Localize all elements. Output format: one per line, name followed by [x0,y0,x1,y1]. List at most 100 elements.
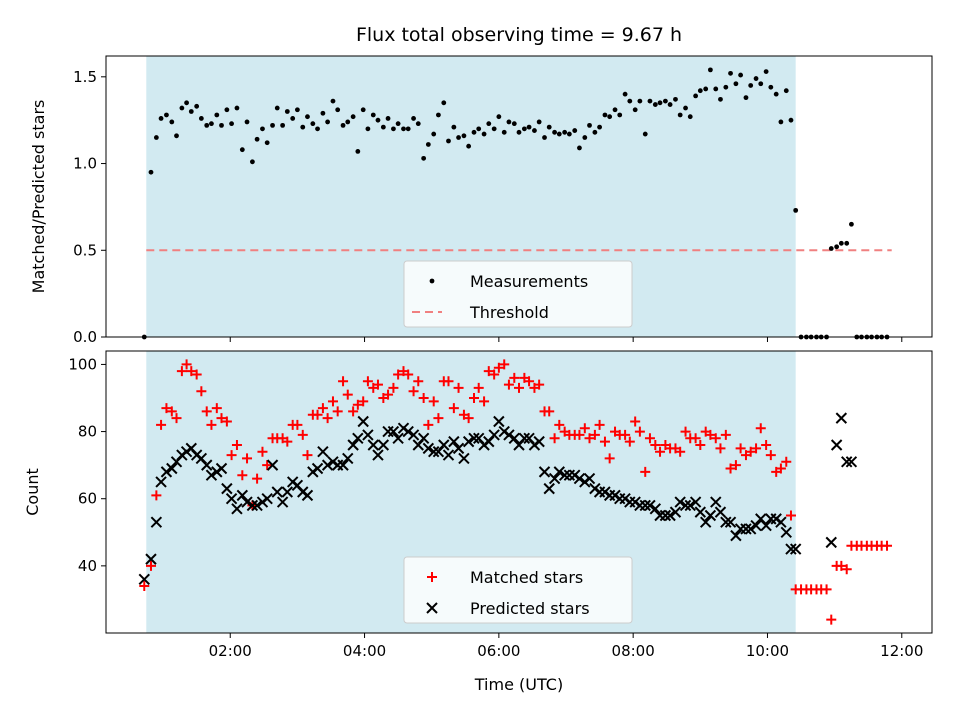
matched-star-marker [720,429,731,440]
measurement-point [849,221,854,227]
predicted-star-marker [714,506,727,518]
measurement-point [209,121,214,127]
predicted-star-marker [724,516,737,528]
y-axis-label: Matched/Predicted stars [29,100,48,294]
legend-box [403,556,633,624]
matched-star-marker [821,584,832,595]
matched-star-marker [463,413,474,424]
legend-marker-matched [427,572,437,582]
measurement-point [632,107,638,113]
matched-star-marker [448,403,459,414]
measurement-point [284,109,290,114]
measurement-point [451,124,457,130]
matched-star-marker [348,406,359,417]
matched-star-marker [554,419,565,430]
measurement-point [350,114,356,120]
matched-star-marker [156,419,167,430]
measurement-point [466,143,472,149]
measurement-point [844,240,850,246]
matched-star-marker [428,396,439,407]
predicted-star-marker [518,432,531,444]
predicted-star-marker [428,446,440,458]
matched-star-marker [785,510,796,521]
measurement-point [552,129,557,135]
measurement-point [345,119,351,125]
axes-frame [105,55,933,338]
measurement-point [718,96,723,102]
predicted-star-marker [407,429,420,441]
predicted-star-marker [825,536,837,549]
matched-star-marker [675,446,686,457]
matched-star-marker [690,433,701,444]
matched-star-marker [761,440,772,450]
measurement-point [270,122,275,128]
y-tick-label: 1.0 [73,155,97,173]
matched-star-marker [282,436,293,447]
matched-star-marker [775,463,786,474]
x-tick-label: 12:00 [880,642,923,660]
measurement-point [184,100,189,106]
predicted-star-marker [201,459,213,471]
measurement-point [703,86,709,92]
measurement-point [421,155,427,161]
measurement-point [536,119,542,125]
measurement-point [405,126,411,132]
matched-star-marker [196,386,207,397]
predicted-star-marker [311,462,324,475]
matched-star-marker [710,433,721,444]
x-axis-label: Time (UTC) [474,675,563,694]
measurement-point [753,76,759,81]
matched-star-marker [499,359,510,370]
predicted-star-marker [740,523,752,535]
predicted-star-marker [639,499,651,512]
predicted-star-marker [362,429,374,441]
measurement-point [793,207,799,213]
measurement-point [526,124,532,130]
matched-star-marker [166,406,177,417]
x-tick-label: 02:00 [209,642,252,660]
x-tick-label: 04:00 [343,642,386,660]
matched-star-marker [151,490,162,501]
predicted-star-marker [789,543,802,555]
measurement-point [542,135,547,140]
measurement-point [838,240,844,246]
measurement-point [788,117,794,123]
measurement-point [254,136,260,142]
matched-star-marker [403,369,414,380]
measurement-point [335,107,341,113]
predicted-star-marker [744,523,757,535]
series-matched-stars [139,359,893,625]
matched-star-marker [342,389,353,400]
measurement-point [391,126,396,132]
measurement-point [738,72,744,78]
matched-star-marker [176,366,187,377]
matched-star-marker [534,379,545,390]
predicted-star-marker [402,425,414,438]
matched-star-marker [765,450,776,461]
measurement-point [476,126,482,132]
matched-star-marker [479,396,490,407]
measurement-point [582,135,588,140]
predicted-star-marker [377,439,390,451]
measurement-point [486,121,492,127]
matched-star-marker [725,463,736,474]
legend-marker-measurements [429,278,435,284]
measurement-point [431,131,437,137]
measurement-point [370,112,376,118]
measurement-point [264,140,270,146]
matched-star-marker [186,366,197,377]
matched-star-marker [226,450,237,461]
predicted-star-marker [699,516,712,528]
measurement-point [748,83,754,88]
matched-star-marker [393,369,404,380]
measurement-point [249,159,255,165]
matched-star-marker [292,419,303,430]
predicted-star-marker [166,462,178,475]
predicted-star-marker [730,529,742,542]
matched-star-marker [620,429,631,440]
measurement-point [174,133,179,139]
measurement-point [315,126,320,132]
predicted-star-marker [241,496,253,508]
measurement-point [260,126,265,132]
measurement-point [642,131,648,137]
